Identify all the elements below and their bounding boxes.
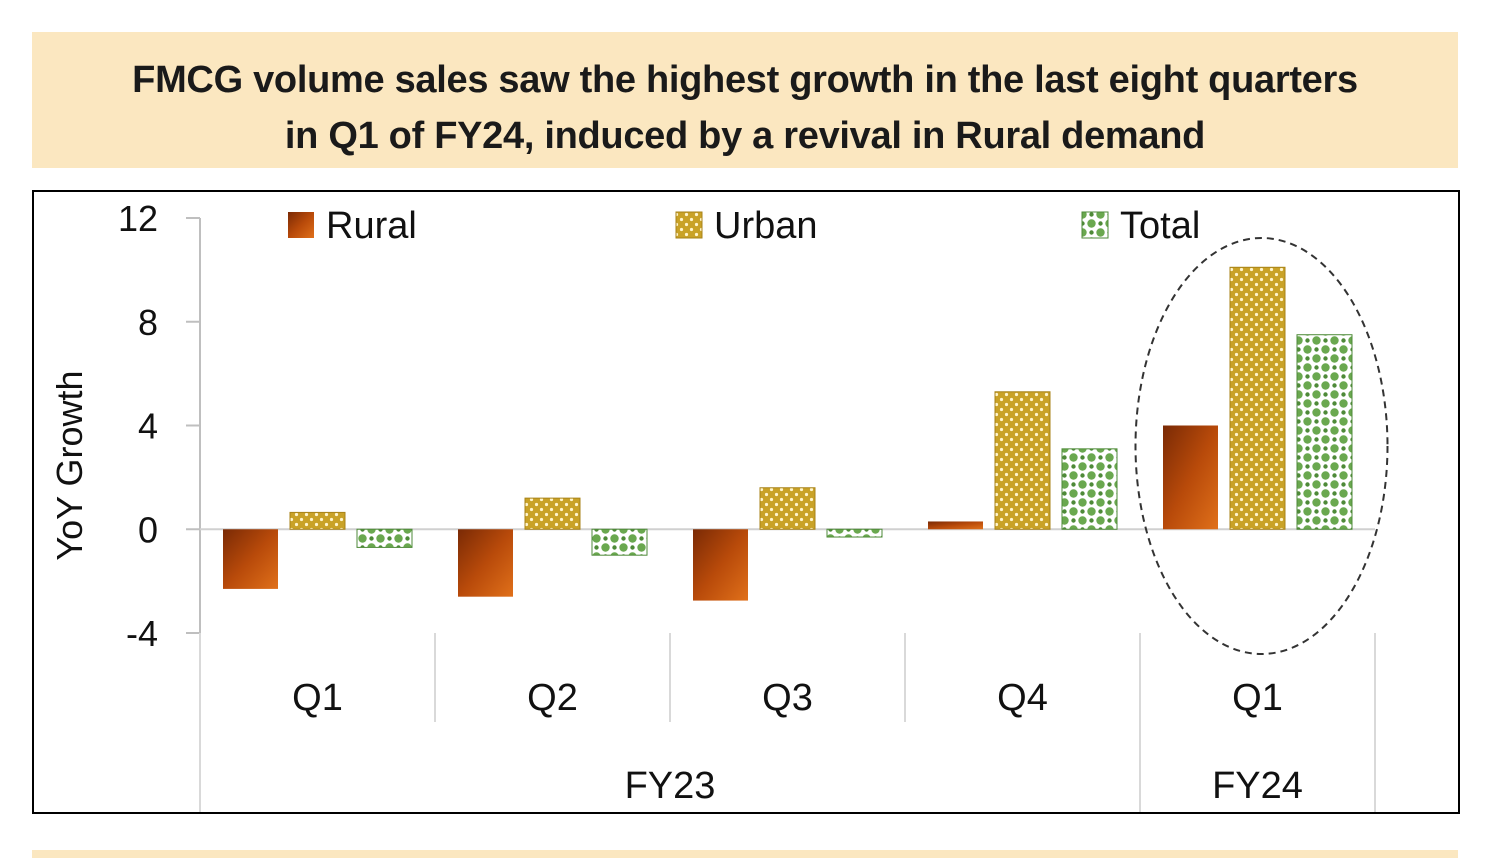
group-label: FY24 — [1212, 765, 1303, 807]
y-tick-label: 12 — [118, 198, 158, 239]
bar-chart: -4 0 4 8 12 YoY Growth Q1 Q2 Q3 Q4 Q1 FY23 FY24 Rur… — [49, 198, 1389, 812]
y-axis-title: YoY Growth — [49, 370, 90, 560]
bar-urban — [994, 391, 1051, 530]
category-label: Q4 — [997, 677, 1048, 719]
bottom-strip — [32, 850, 1458, 858]
legend-swatch-rural — [288, 212, 314, 238]
bar-rural — [458, 529, 513, 597]
group-label: FY23 — [625, 765, 716, 807]
legend-label-total: Total — [1120, 205, 1200, 247]
bar-rural — [928, 521, 983, 530]
bar-total — [1296, 334, 1353, 530]
y-tick-label: 0 — [138, 509, 158, 550]
chart-title-box: FMCG volume sales saw the highest growth… — [32, 32, 1458, 168]
y-tick-label: 8 — [138, 302, 158, 343]
bar-rural — [223, 529, 278, 589]
y-tick-label: -4 — [126, 613, 158, 654]
category-label: Q2 — [527, 677, 578, 719]
legend-swatch-total — [1081, 211, 1109, 239]
bar-total — [1061, 448, 1118, 530]
bar-urban — [759, 487, 816, 530]
bar-urban — [1229, 266, 1286, 530]
chart-title-line-1: FMCG volume sales saw the highest growth… — [132, 59, 1358, 101]
legend-label-rural: Rural — [326, 205, 417, 247]
bar-urban — [524, 497, 581, 530]
legend-label-urban: Urban — [714, 205, 818, 247]
legend-swatch-urban — [675, 211, 703, 239]
bar-total — [591, 528, 648, 556]
chart-title-line-2: in Q1 of FY24, induced by a revival in R… — [284, 115, 1206, 157]
bar-rural — [693, 529, 748, 601]
bar-total — [826, 528, 883, 538]
category-label: Q1 — [292, 677, 343, 719]
category-label: Q3 — [762, 677, 813, 719]
y-tick-label: 4 — [138, 406, 158, 447]
chart-frame: -4 0 4 8 12 YoY Growth Q1 Q2 Q3 Q4 Q1 FY23 FY24 Rur… — [32, 190, 1460, 814]
bar-total — [356, 528, 413, 548]
bar-urban — [289, 511, 346, 530]
category-label: Q1 — [1232, 677, 1283, 719]
bar-rural — [1163, 425, 1218, 530]
highlight-ellipse — [1134, 237, 1389, 655]
